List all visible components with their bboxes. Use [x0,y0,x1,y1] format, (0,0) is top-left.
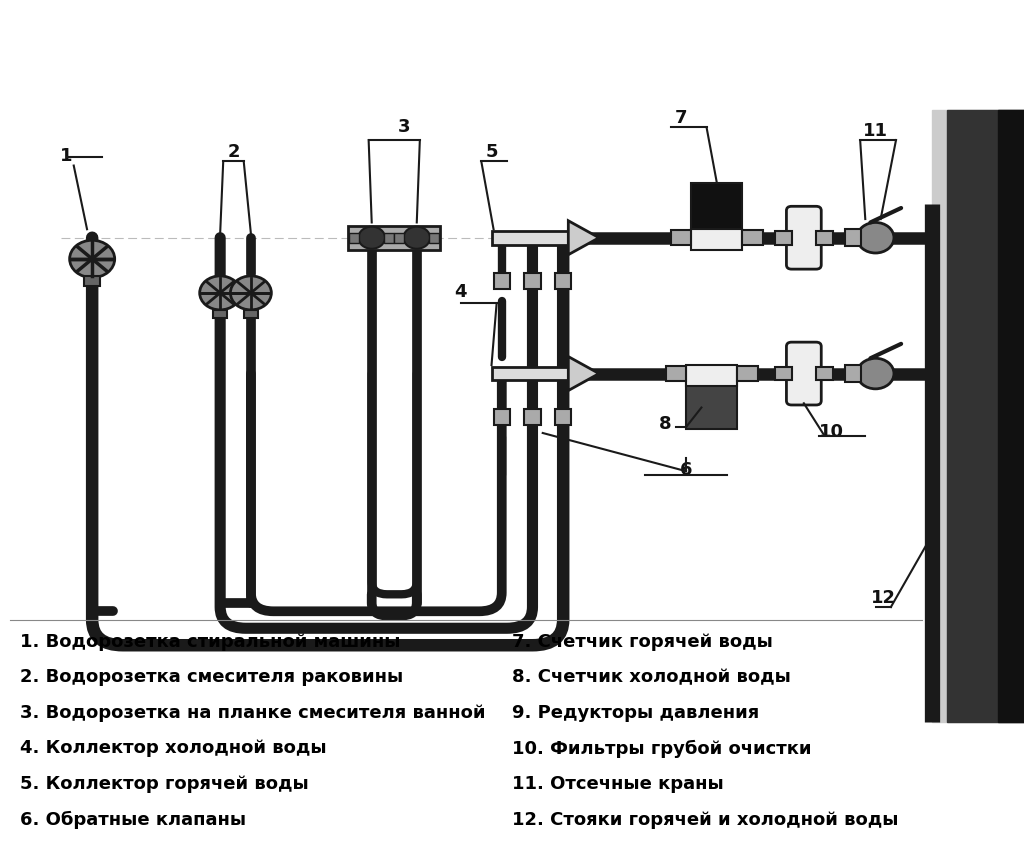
Bar [845,365,861,382]
Bar [932,110,1024,722]
Text: 6. Обратные клапаны: 6. Обратные клапаны [20,811,247,829]
Polygon shape [568,357,599,391]
Bar [494,409,510,424]
Bar [845,229,861,246]
Text: 2. Водорозетка смесителя раковины: 2. Водорозетка смесителя раковины [20,668,403,686]
Bar [686,365,737,386]
Bar [555,409,571,424]
Text: 8. Счетчик холодной воды: 8. Счетчик холодной воды [512,668,791,686]
Bar [775,367,792,380]
Bar [947,110,1024,722]
Bar [494,273,510,289]
Bar [742,230,763,245]
Text: 5. Коллектор горячей воды: 5. Коллектор горячей воды [20,775,309,793]
Text: 11. Отсечные краны: 11. Отсечные краны [512,775,724,793]
Bar [492,367,573,380]
Bar [666,366,686,381]
Bar [555,273,571,289]
Bar [213,310,227,318]
Bar [348,226,440,250]
Bar [686,382,737,429]
Text: 1: 1 [60,148,73,166]
Text: 1. Водорозетка стиральной машины: 1. Водорозетка стиральной машины [20,633,401,650]
Text: 10. Фильтры грубой очистки: 10. Фильтры грубой очистки [512,739,811,757]
Text: 3: 3 [398,118,411,136]
FancyBboxPatch shape [786,342,821,405]
Bar [84,276,100,286]
Bar [384,233,394,243]
Circle shape [403,227,430,249]
Text: 8: 8 [659,415,672,433]
Bar [816,231,833,245]
Bar [349,233,359,243]
Bar [524,409,541,424]
Bar [244,310,258,318]
Text: 12: 12 [871,589,896,607]
Bar [691,183,742,229]
Text: 10: 10 [819,424,844,441]
Circle shape [200,276,241,310]
Bar [816,367,833,380]
Text: 11: 11 [863,122,888,140]
Circle shape [230,276,271,310]
Text: 4. Коллектор холодной воды: 4. Коллектор холодной воды [20,739,327,757]
Text: 9. Редукторы давления: 9. Редукторы давления [512,704,759,722]
Bar [671,230,691,245]
Text: 6: 6 [680,462,692,480]
Bar [492,231,573,245]
FancyBboxPatch shape [786,206,821,269]
Circle shape [857,222,894,253]
Bar [737,366,758,381]
Bar [394,233,404,243]
Text: 7: 7 [675,110,687,127]
Text: 4: 4 [455,284,467,301]
Text: 5: 5 [485,143,498,161]
Text: 2: 2 [227,143,240,161]
Circle shape [70,240,115,278]
Bar [775,231,792,245]
Text: 12. Стояки горячей и холодной воды: 12. Стояки горячей и холодной воды [512,811,898,829]
Circle shape [857,358,894,389]
Text: 3. Водорозетка на планке смесителя ванной: 3. Водорозетка на планке смесителя ванно… [20,704,486,722]
Bar [691,229,742,250]
Bar [429,233,439,243]
Bar [524,273,541,289]
Circle shape [358,227,385,249]
Polygon shape [568,221,599,255]
Bar [998,110,1024,722]
Text: 7. Счетчик горячей воды: 7. Счетчик горячей воды [512,633,773,650]
